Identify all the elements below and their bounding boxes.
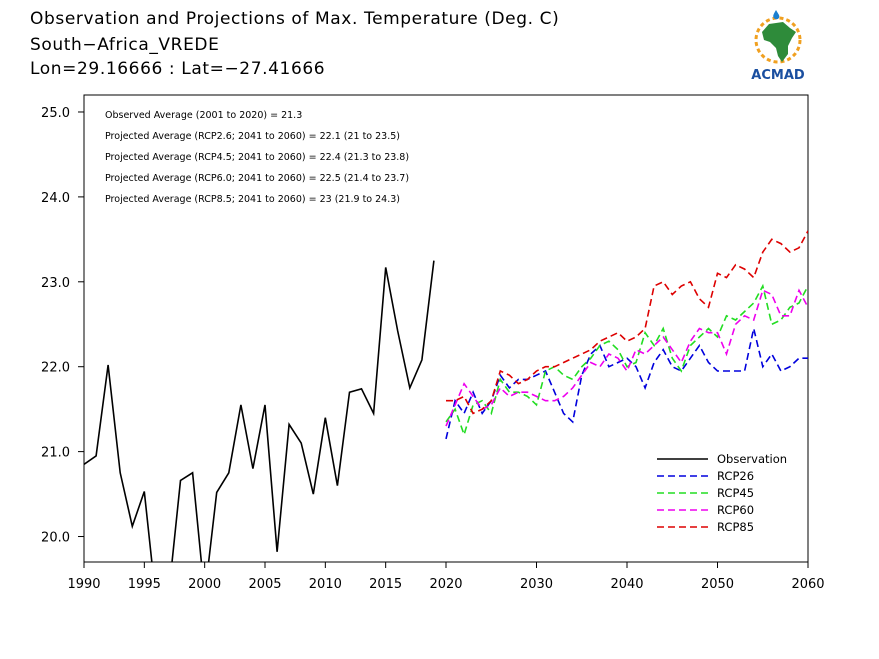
acmad-logo: ACMAD <box>738 8 818 84</box>
x-tick-label: 1990 <box>67 577 100 592</box>
axis-ticks <box>78 111 809 568</box>
annotation-observed: Observed Average (2001 to 2020) = 21.3 <box>105 110 302 121</box>
y-tick-label: 24.0 <box>41 191 70 206</box>
x-tick-label: 2005 <box>248 577 281 592</box>
x-axis-tick-labels: 1990 1995 2000 2005 2010 2015 2020 2030 2040 2050… <box>67 577 824 592</box>
average-annotations: Observed Average (2001 to 2020) = 21.3 P… <box>105 110 409 205</box>
x-tick-label: 1995 <box>128 577 161 592</box>
series-line-rcp85 <box>446 230 808 415</box>
x-tick-label: 2010 <box>309 577 342 592</box>
legend-label-rcp60: RCP60 <box>717 503 754 517</box>
x-tick-label: 2040 <box>610 577 643 592</box>
x-tick-label: 2030 <box>520 577 553 592</box>
series-line-observation <box>84 260 435 562</box>
series-line-rcp26 <box>445 328 808 440</box>
legend-label-rcp26: RCP26 <box>717 469 754 483</box>
y-tick-label: 20.0 <box>41 531 70 546</box>
annotation-rcp45: Projected Average (RCP4.5; 2041 to 2060)… <box>105 152 409 163</box>
chart-subtitle-coordinates: Lon=29.16666 : Lat=−27.41666 <box>30 59 326 79</box>
annotation-rcp60: Projected Average (RCP6.0; 2041 to 2060)… <box>105 173 409 184</box>
chart-subtitle-location: South−Africa_VREDE <box>30 35 220 55</box>
x-tick-label: 2015 <box>369 577 402 592</box>
africa-logo-icon: ACMAD <box>751 10 805 83</box>
x-tick-label: 2000 <box>188 577 221 592</box>
series-line-rcp45 <box>445 283 808 438</box>
series-line-rcp60 <box>445 288 808 427</box>
y-tick-label: 21.0 <box>41 446 70 461</box>
legend-label-rcp85: RCP85 <box>717 520 754 534</box>
chart-title: Observation and Projections of Max. Temp… <box>30 9 560 29</box>
logo-text: ACMAD <box>751 68 805 83</box>
series-lines <box>84 230 808 562</box>
x-tick-label: 2050 <box>701 577 734 592</box>
y-tick-label: 22.0 <box>41 361 70 376</box>
legend: Observation RCP26 RCP45 RCP60 RCP85 <box>657 452 787 534</box>
x-tick-label: 2020 <box>429 577 462 592</box>
legend-label-rcp45: RCP45 <box>717 486 754 500</box>
y-axis-tick-labels: 20.0 21.0 22.0 23.0 24.0 25.0 <box>41 106 70 546</box>
y-tick-label: 25.0 <box>41 106 70 121</box>
annotation-rcp26: Projected Average (RCP2.6; 2041 to 2060)… <box>105 131 400 142</box>
y-tick-label: 23.0 <box>41 276 70 291</box>
x-tick-label: 2060 <box>791 577 824 592</box>
legend-label-observation: Observation <box>717 452 787 466</box>
annotation-rcp85: Projected Average (RCP8.5; 2041 to 2060)… <box>105 194 400 205</box>
